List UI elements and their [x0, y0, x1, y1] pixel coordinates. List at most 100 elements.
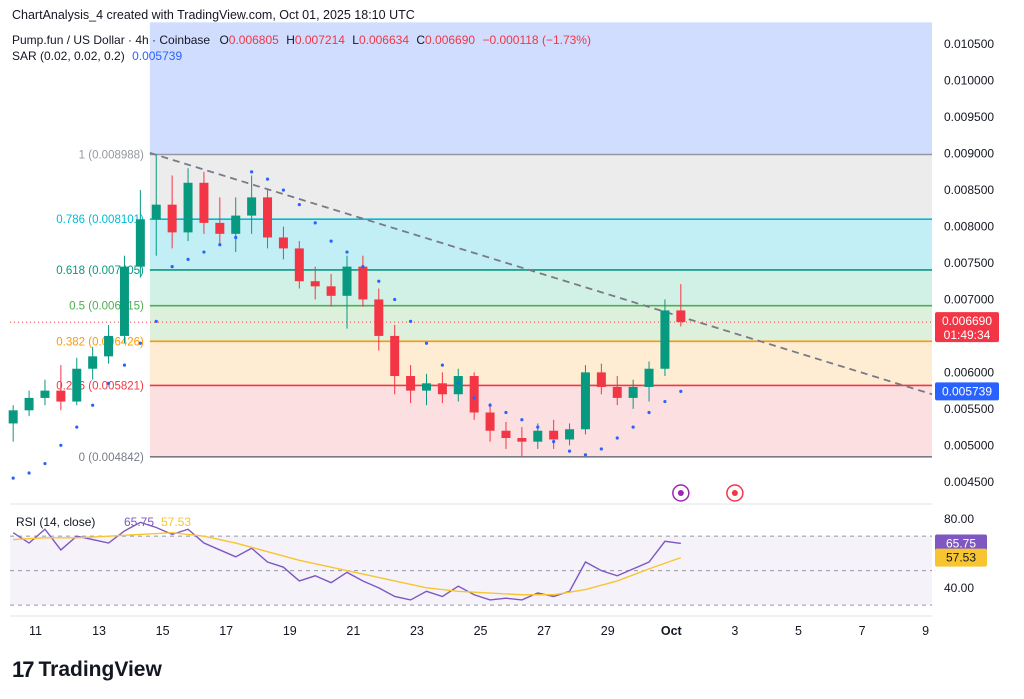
sar-dot	[567, 449, 572, 453]
close-value: 0.006690	[425, 33, 476, 47]
sar-dot	[11, 476, 15, 480]
candle[interactable]	[453, 376, 463, 395]
candle[interactable]	[151, 204, 161, 220]
candle[interactable]	[72, 368, 82, 402]
high-label: H	[286, 33, 295, 47]
sar-dot	[631, 425, 635, 429]
sar-label: SAR (0.02, 0.02, 0.2)	[12, 49, 125, 63]
symbol-label[interactable]: Pump.fun / US Dollar · 4h · Coinbase	[12, 33, 211, 47]
sar-dot	[663, 399, 667, 404]
candle[interactable]	[326, 286, 336, 296]
sar-legend[interactable]: SAR (0.02, 0.02, 0.2) 0.005739	[12, 49, 182, 63]
sar-dot	[552, 440, 556, 444]
time-axis-tick: 19	[283, 624, 297, 638]
candle[interactable]	[215, 222, 225, 234]
candle[interactable]	[549, 430, 559, 440]
time-axis-tick: 17	[219, 624, 233, 638]
fib-level-label: 0.5 (0.006915)	[69, 301, 144, 313]
price-axis-tick: 0.005000	[944, 438, 994, 452]
candle[interactable]	[24, 397, 34, 411]
candle[interactable]	[104, 335, 114, 357]
candle[interactable]	[485, 412, 495, 431]
dividend-icon-center	[677, 490, 684, 496]
candle[interactable]	[469, 376, 479, 413]
time-axis-tick: 27	[537, 624, 551, 638]
candle[interactable]	[501, 430, 511, 439]
time-axis-tick: 5	[795, 624, 802, 638]
candle[interactable]	[40, 390, 50, 398]
sar-dot	[234, 235, 238, 240]
price-axis-tick: 0.007000	[944, 292, 994, 306]
candle[interactable]	[199, 182, 209, 223]
fib-level-label: 1 (0.008988)	[79, 149, 144, 161]
candle[interactable]	[119, 266, 129, 336]
sar-dot	[138, 341, 142, 345]
candle[interactable]	[580, 372, 590, 430]
low-value: 0.006634	[358, 33, 410, 47]
candle[interactable]	[628, 386, 638, 398]
change-value: −0.000118 (−1.73%)	[482, 33, 591, 47]
candle[interactable]	[342, 266, 352, 296]
candle[interactable]	[135, 219, 145, 267]
sar-dot	[154, 319, 158, 323]
candle[interactable]	[406, 376, 416, 391]
time-axis-tick: 29	[601, 624, 615, 638]
price-axis-tick: 0.005500	[944, 402, 994, 416]
rsi-ma-legend-value: 57.53	[161, 515, 191, 529]
sar-dot	[59, 443, 63, 447]
sar-dot	[679, 389, 683, 393]
candle[interactable]	[294, 248, 304, 282]
candle[interactable]	[676, 310, 686, 323]
sar-dot	[27, 471, 31, 475]
rsi-value-badge	[935, 534, 987, 553]
price-axis-tick: 0.008500	[944, 183, 994, 197]
sar-dot	[377, 279, 381, 283]
candle[interactable]	[374, 299, 384, 336]
sar-dot	[122, 363, 127, 367]
candle[interactable]	[263, 197, 273, 238]
rsi-title: RSI (14, close)	[16, 515, 95, 529]
rsi-legend-value: 65.75	[124, 515, 154, 529]
sar-dot	[250, 170, 254, 174]
candle[interactable]	[517, 438, 527, 442]
rsi-ma-line[interactable]	[13, 531, 682, 596]
candle[interactable]	[644, 368, 654, 387]
tradingview-logo[interactable]: 17 TradingView	[12, 657, 162, 683]
candle[interactable]	[358, 266, 368, 300]
candle[interactable]	[596, 372, 606, 387]
fib-zone	[149, 154, 932, 220]
candle[interactable]	[278, 237, 288, 249]
price-axis-tick: 0.009000	[944, 147, 994, 161]
candle[interactable]	[8, 410, 18, 424]
close-label: C	[416, 33, 426, 47]
sar-dot	[218, 243, 222, 247]
sar-dot	[202, 250, 206, 254]
time-axis-tick: 13	[92, 624, 106, 638]
trendline[interactable]	[149, 152, 933, 396]
candle[interactable]	[167, 204, 177, 233]
candle[interactable]	[56, 390, 66, 402]
open-value: 0.006805	[228, 33, 279, 47]
candle[interactable]	[310, 281, 320, 287]
sar-dot	[456, 381, 460, 385]
brand-name: TradingView	[38, 658, 162, 681]
price-axis-tick: 0.006000	[944, 365, 994, 379]
candle[interactable]	[533, 430, 543, 442]
candle[interactable]	[437, 383, 447, 395]
sar-price-label: 0.005739	[942, 384, 992, 398]
candle[interactable]	[612, 386, 622, 398]
candle[interactable]	[231, 215, 241, 234]
price-axis-tick: 0.008000	[944, 220, 994, 234]
rsi-line[interactable]	[12, 521, 681, 601]
candle[interactable]	[421, 383, 431, 391]
sar-dot	[504, 410, 508, 415]
candle[interactable]	[183, 182, 193, 233]
sar-dot	[472, 396, 476, 400]
candle[interactable]	[390, 335, 400, 377]
candle[interactable]	[660, 310, 670, 369]
fib-level-label: 0.618 (0.007405)	[56, 265, 144, 277]
candle[interactable]	[88, 356, 98, 369]
candle[interactable]	[565, 429, 575, 440]
candle[interactable]	[247, 197, 257, 216]
